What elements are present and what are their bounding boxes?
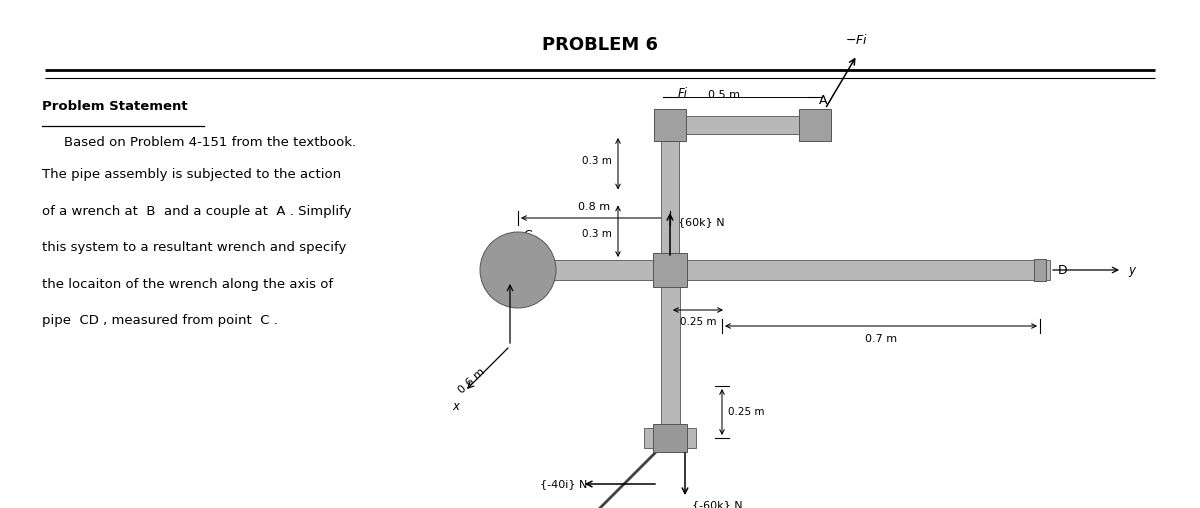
Bar	[1034, 259, 1046, 281]
Text: $-Fi$: $-Fi$	[845, 33, 868, 47]
Bar	[654, 109, 686, 141]
Text: Based on Problem 4-151 from the textbook.: Based on Problem 4-151 from the textbook…	[64, 136, 356, 149]
Bar	[660, 270, 679, 438]
Text: {-40i} N: {-40i} N	[540, 479, 588, 489]
Text: PROBLEM 6: PROBLEM 6	[542, 36, 658, 54]
Text: the locaiton of the wrench along the axis of: the locaiton of the wrench along the axi…	[42, 277, 334, 291]
Bar	[654, 109, 686, 141]
Text: D: D	[1058, 264, 1068, 276]
Text: A: A	[818, 94, 828, 107]
Text: Problem Statement: Problem Statement	[42, 100, 187, 113]
Text: 0.25 m: 0.25 m	[679, 317, 716, 327]
Text: Fi: Fi	[678, 87, 688, 100]
Text: C: C	[523, 229, 532, 242]
Bar	[799, 109, 830, 141]
Bar	[518, 260, 1050, 280]
Text: 0.6 m: 0.6 m	[457, 366, 487, 395]
Text: z: z	[506, 261, 514, 274]
Text: 0.8 m: 0.8 m	[578, 202, 610, 212]
Text: 0.5 m: 0.5 m	[708, 90, 740, 100]
Bar	[661, 125, 679, 270]
Text: 0.25 m: 0.25 m	[728, 407, 764, 417]
Bar	[653, 424, 686, 452]
Text: of a wrench at  B  and a couple at  A . Simplify: of a wrench at B and a couple at A . Sim…	[42, 205, 352, 217]
Text: {-60k} N: {-60k} N	[692, 500, 743, 508]
Text: B: B	[674, 432, 684, 446]
Text: pipe  CD , measured from point  C .: pipe CD , measured from point C .	[42, 314, 278, 327]
Text: y: y	[1128, 264, 1135, 276]
Text: 0.7 m: 0.7 m	[865, 334, 898, 344]
Text: 0.3 m: 0.3 m	[582, 156, 612, 166]
Text: x: x	[452, 400, 460, 413]
Text: 0.3 m: 0.3 m	[582, 229, 612, 239]
Circle shape	[480, 232, 556, 308]
Bar	[670, 116, 815, 134]
Text: The pipe assembly is subjected to the action: The pipe assembly is subjected to the ac…	[42, 168, 341, 181]
Text: {60k} N: {60k} N	[678, 217, 725, 227]
Bar	[644, 428, 696, 448]
Text: this system to a resultant wrench and specify: this system to a resultant wrench and sp…	[42, 241, 347, 254]
Bar	[653, 253, 686, 287]
